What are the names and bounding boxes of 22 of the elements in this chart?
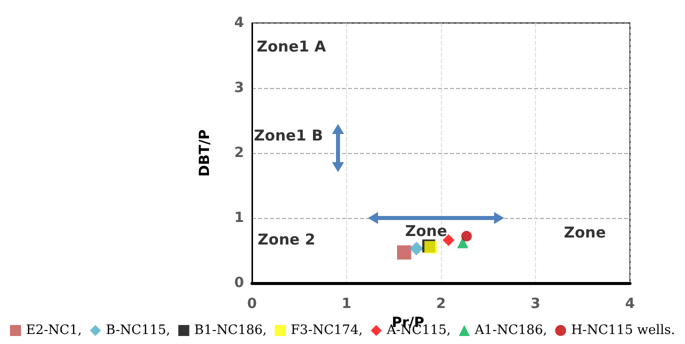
y-tick-label: 2 — [234, 145, 244, 161]
y-tick-label: 0 — [234, 275, 244, 291]
legend-label: A1-NC186, — [474, 323, 548, 338]
y-tick-label: 4 — [234, 15, 244, 31]
annotation: Zone1 A — [256, 37, 326, 56]
legend-label: F3-NC174, — [290, 323, 363, 338]
legend-label: H-NC115 wells. — [571, 323, 676, 338]
x-tick-label: 4 — [625, 296, 636, 312]
annotation: Zone — [564, 223, 606, 242]
y-axis-title: DBT/P — [197, 129, 213, 177]
legend-label: B1-NC186, — [194, 323, 267, 338]
annotation: Zone1 B — [254, 126, 324, 144]
legend-label: B-NC115, — [106, 323, 170, 338]
x-tick-label: 1 — [342, 296, 352, 312]
x-tick-label: 0 — [247, 296, 258, 312]
x-tick-label: 3 — [530, 296, 540, 312]
annotation: Zone — [405, 222, 448, 240]
x-tick-label: 2 — [436, 296, 446, 312]
annotation: Zone 2 — [258, 230, 316, 248]
legend-label: E2-NC1, — [26, 323, 82, 338]
y-tick-label: 3 — [234, 80, 244, 96]
y-tick-label: 1 — [234, 210, 244, 226]
